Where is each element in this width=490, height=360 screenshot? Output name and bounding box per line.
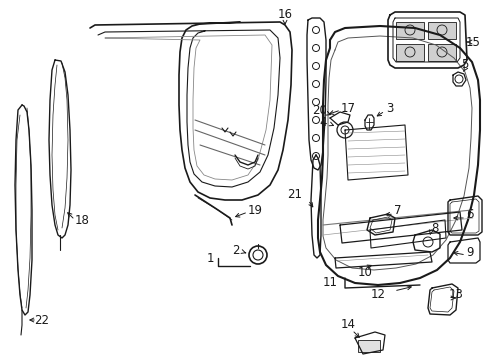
Text: 22: 22 (34, 314, 49, 327)
Text: 3: 3 (386, 102, 393, 114)
Text: 12: 12 (370, 288, 386, 301)
Text: 9: 9 (466, 246, 474, 258)
Text: 19: 19 (247, 203, 263, 216)
Text: 17: 17 (341, 102, 356, 114)
Text: 4: 4 (319, 116, 327, 129)
Text: 14: 14 (341, 319, 356, 332)
Text: 1: 1 (206, 252, 214, 265)
Bar (396, 44, 424, 61)
Text: 20: 20 (313, 104, 327, 117)
Text: 18: 18 (74, 213, 90, 226)
Text: 13: 13 (448, 288, 464, 302)
Text: 10: 10 (358, 266, 372, 279)
Text: 5: 5 (461, 58, 469, 72)
Bar (396, 22, 424, 39)
Text: 7: 7 (394, 203, 402, 216)
Text: 15: 15 (466, 36, 480, 49)
Text: 11: 11 (322, 275, 338, 288)
Text: 21: 21 (288, 189, 302, 202)
Bar (358, 340, 380, 352)
Text: 16: 16 (277, 9, 293, 22)
Bar (428, 44, 456, 61)
Text: 2: 2 (232, 243, 240, 256)
Text: 8: 8 (431, 221, 439, 234)
Text: 6: 6 (466, 208, 474, 221)
Bar (428, 22, 456, 39)
